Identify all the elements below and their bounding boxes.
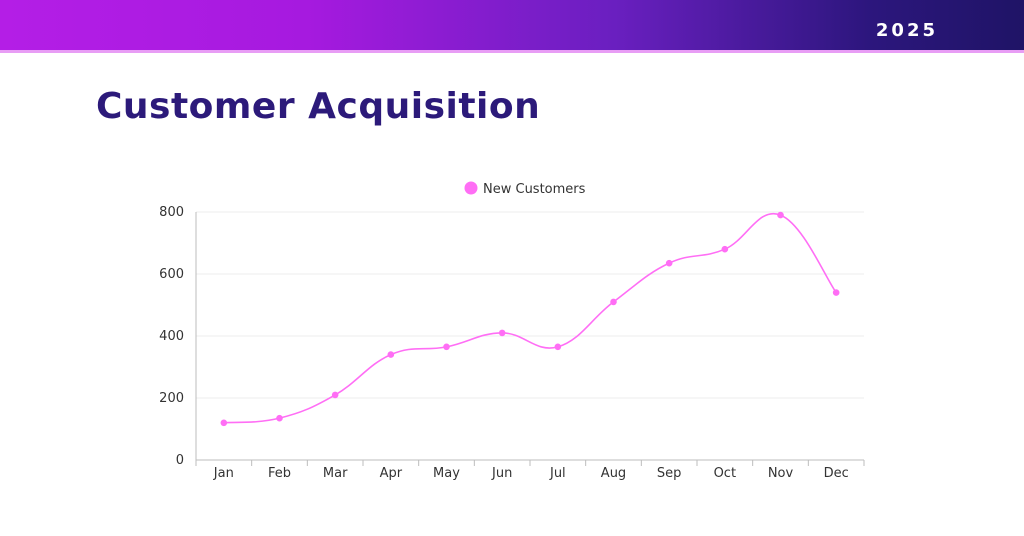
series-new-customers [220, 211, 840, 427]
legend-label: New Customers [483, 182, 586, 197]
legend: New Customers [464, 181, 586, 197]
data-point [443, 343, 450, 351]
y-tick-label: 800 [159, 205, 184, 220]
x-tick-label: Feb [268, 466, 291, 481]
data-point [721, 245, 729, 253]
x-axis-labels: Jan Feb Mar Apr May Jun Jul Aug Sep Oct Nov Dec [213, 466, 849, 481]
x-tick-label: Jan [213, 466, 234, 481]
x-tick-label: Mar [323, 466, 348, 481]
x-tick-label: Aug [601, 466, 626, 481]
data-point [554, 343, 562, 351]
legend-swatch [464, 181, 478, 195]
header-bar: 2025 [0, 0, 1024, 53]
year-label: 2025 [875, 20, 938, 41]
data-point [610, 298, 617, 306]
x-tick-label: Oct [714, 466, 736, 481]
data-point [498, 329, 506, 337]
grid-lines [196, 211, 864, 399]
data-point [665, 259, 673, 267]
data-point [276, 414, 283, 422]
x-tick-label: Jul [549, 466, 566, 481]
y-axis-labels: 0 200 400 600 800 [159, 205, 184, 468]
series-line [223, 212, 837, 424]
x-tick-label: Nov [768, 466, 794, 481]
data-point [331, 391, 339, 399]
y-tick-label: 0 [176, 453, 184, 468]
data-point [387, 351, 395, 358]
x-tick-label: Sep [657, 466, 682, 481]
data-point [832, 289, 840, 296]
data-point [777, 211, 784, 219]
x-tick-label: Dec [824, 466, 849, 481]
x-tick-label: May [433, 466, 460, 481]
x-tick-label: Apr [380, 466, 403, 481]
x-tick-label: Jun [491, 466, 512, 481]
page-title: Customer Acquisition [96, 86, 541, 127]
data-point [220, 419, 228, 427]
y-tick-label: 600 [159, 267, 184, 282]
y-tick-label: 200 [159, 391, 184, 406]
axes [195, 212, 865, 466]
y-tick-label: 400 [159, 329, 184, 344]
